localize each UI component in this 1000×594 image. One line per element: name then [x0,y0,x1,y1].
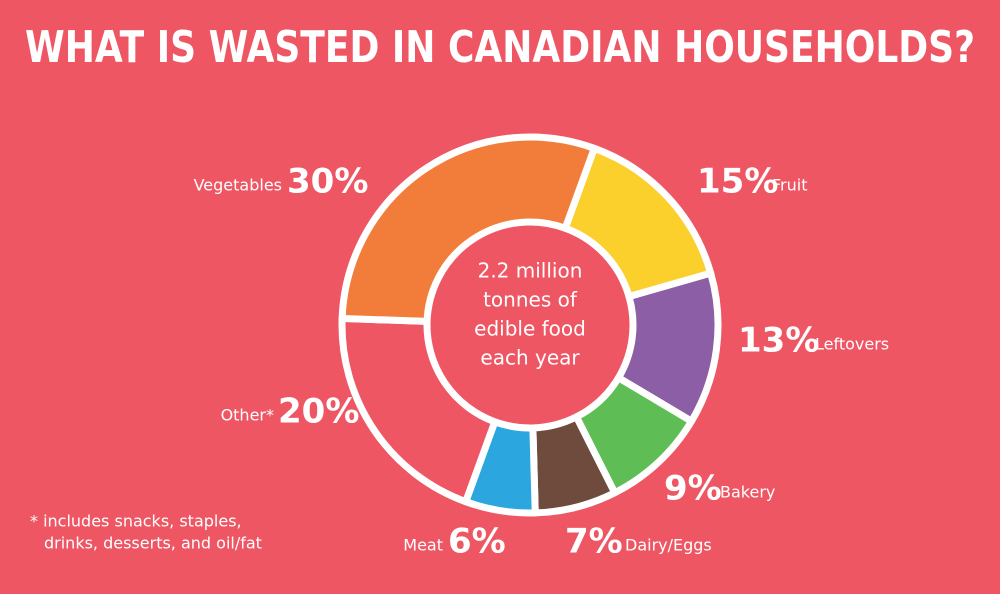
category-label: Dairy/Eggs [625,536,712,555]
category-label: Meat [403,536,443,555]
value-label: 13% [738,321,819,361]
footnote: * includes snacks, staples, [30,512,242,531]
donut-segment [338,314,499,506]
category-label: Vegetables [194,176,282,195]
value-label: 20% [278,392,359,432]
donut-segment [338,133,598,325]
center-text: each year [480,346,580,370]
value-label: 9% [664,469,722,509]
value-label: 15% [697,162,778,202]
category-label: Other* [221,406,274,425]
value-label: 30% [287,162,368,202]
value-label: 6% [448,522,506,562]
category-label: Bakery [720,483,775,502]
category-label: Leftovers [815,335,889,354]
center-text: 2.2 million [478,259,583,283]
center-text: edible food [474,317,586,341]
center-text: tonnes of [483,288,578,312]
footnote: drinks, desserts, and oil/fat [44,534,262,553]
category-label: Fruit [772,176,807,195]
chart-title: WHAT IS WASTED IN CANADIAN HOUSEHOLDS? [25,22,975,73]
value-label: 7% [565,522,623,562]
